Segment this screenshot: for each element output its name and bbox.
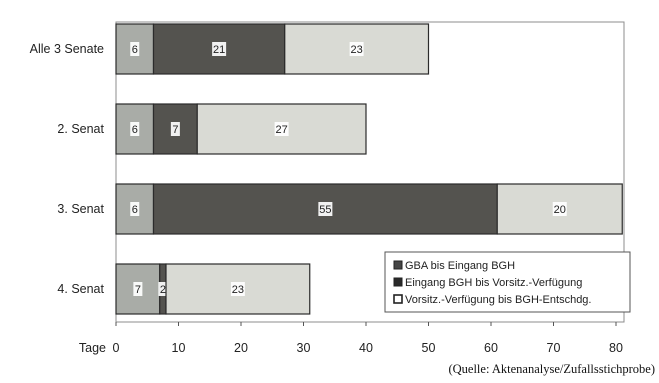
x-tick-label: 20 xyxy=(234,341,248,355)
data-label-box xyxy=(230,282,245,296)
category-label: 3. Senat xyxy=(57,202,104,216)
source-note: (Quelle: Aktenanalyse/Zufallsstichprobe) xyxy=(448,362,655,376)
x-tick-label: 10 xyxy=(172,341,186,355)
data-label: 20 xyxy=(554,204,566,216)
data-label: 23 xyxy=(232,284,244,296)
x-tick-label: 30 xyxy=(297,341,311,355)
data-label: 7 xyxy=(172,124,178,136)
data-label: 55 xyxy=(319,204,331,216)
data-label: 6 xyxy=(132,204,138,216)
data-label: 6 xyxy=(132,44,138,56)
data-label: 21 xyxy=(213,44,225,56)
legend-swatch xyxy=(393,277,403,287)
data-label-box xyxy=(552,202,567,216)
x-tick-label: 0 xyxy=(113,341,120,355)
data-label-box xyxy=(170,122,180,136)
category-label: Alle 3 Senate xyxy=(30,42,104,56)
data-label-box xyxy=(274,122,289,136)
data-label-box xyxy=(349,42,364,56)
legend-swatch xyxy=(393,260,403,270)
legend-label: Eingang BGH bis Vorsitz.-Verfügung xyxy=(405,277,582,289)
data-label: 7 xyxy=(135,284,141,296)
x-tick-label: 60 xyxy=(484,341,498,355)
category-label: 2. Senat xyxy=(57,122,104,136)
data-label: 27 xyxy=(276,124,288,136)
data-label-box xyxy=(212,42,227,56)
data-label-box xyxy=(130,202,140,216)
legend-label: GBA bis Eingang BGH xyxy=(405,260,515,272)
legend: GBA bis Eingang BGH Eingang BGH bis Vorsi… xyxy=(384,251,631,313)
bar-segment xyxy=(152,183,498,235)
data-label: 2 xyxy=(160,284,166,296)
data-label-box xyxy=(133,282,143,296)
x-axis: Alle 3 Senate 2. Senat 3. Senat 4. Senat 0 10… xyxy=(30,42,623,355)
x-tick-label: 80 xyxy=(609,341,623,355)
data-label: 23 xyxy=(351,44,363,56)
legend-box xyxy=(384,251,631,313)
legend-swatch xyxy=(393,294,403,304)
data-label-box xyxy=(318,202,333,216)
data-label-box xyxy=(130,122,140,136)
data-label-box xyxy=(130,42,140,56)
category-label: 4. Senat xyxy=(57,282,104,296)
x-tick-label: 40 xyxy=(359,341,373,355)
x-axis-label: Tage xyxy=(79,341,106,355)
bars-layer: 6 21 23 6 7 27 6 55 20 7 2 23 xyxy=(115,23,623,315)
x-tick-label: 70 xyxy=(547,341,561,355)
data-label: 6 xyxy=(132,124,138,136)
legend-label: Vorsitz.-Verfügung bis BGH-Entschdg. xyxy=(405,294,591,306)
x-tick-label: 50 xyxy=(422,341,436,355)
data-label-box xyxy=(158,282,168,296)
